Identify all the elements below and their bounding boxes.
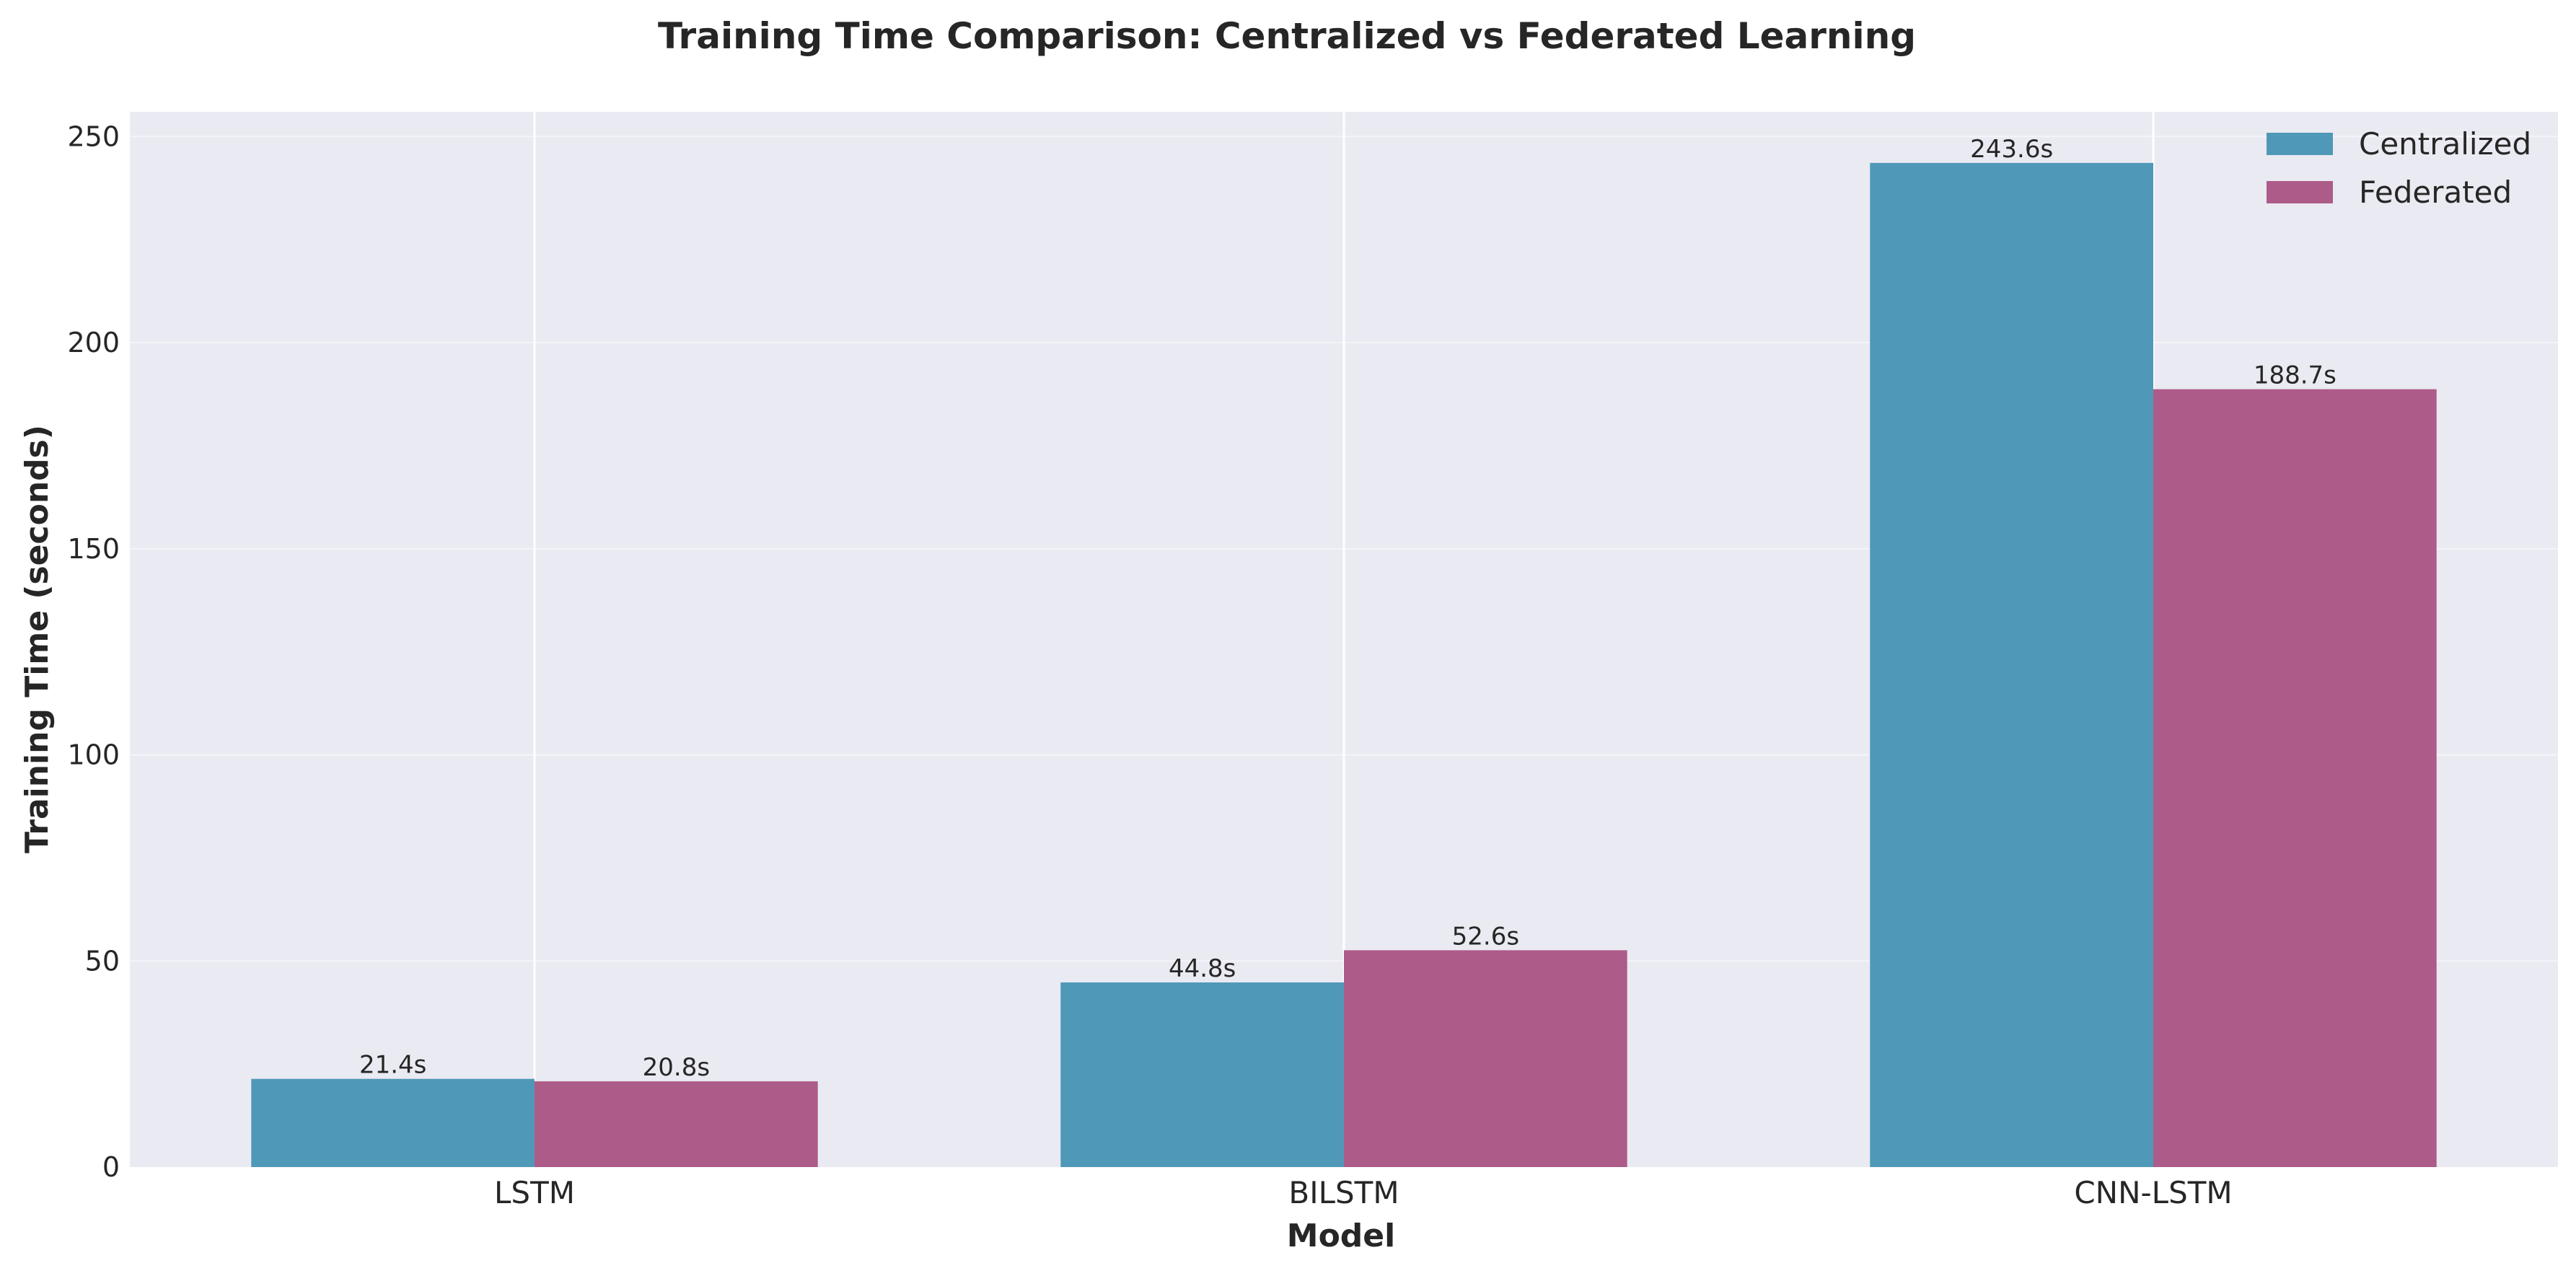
bar-centralized-bilstm bbox=[1060, 982, 1344, 1167]
data-label: 44.8s bbox=[1169, 954, 1236, 983]
y-tick-label: 0 bbox=[102, 1151, 120, 1183]
data-label: 20.8s bbox=[643, 1053, 710, 1082]
y-tick-label: 200 bbox=[67, 327, 120, 358]
legend-label-federated: Federated bbox=[2359, 175, 2512, 210]
bars bbox=[251, 162, 2437, 1168]
chart-title: Training Time Comparison: Centralized vs… bbox=[658, 15, 1916, 57]
y-tick-label: 50 bbox=[85, 945, 120, 977]
data-label: 188.7s bbox=[2254, 361, 2337, 390]
y-tick-label: 150 bbox=[67, 533, 120, 565]
legend-swatch-centralized bbox=[2267, 133, 2333, 155]
bar-centralized-cnn-lstm bbox=[1870, 162, 2153, 1168]
legend-label-centralized: Centralized bbox=[2359, 126, 2531, 162]
x-tick-label: CNN-LSTM bbox=[2074, 1175, 2232, 1210]
y-axis-ticks: 0 50 100 150 200 250 bbox=[67, 120, 120, 1183]
bar-federated-bilstm bbox=[1344, 950, 1627, 1167]
x-tick-label: BILSTM bbox=[1288, 1175, 1399, 1210]
legend: Centralized Federated bbox=[2267, 126, 2531, 210]
y-tick-label: 250 bbox=[67, 120, 120, 152]
data-labels: 21.4s 44.8s 243.6s 20.8s 52.6s 188.7s bbox=[359, 135, 2337, 1082]
data-label: 243.6s bbox=[1970, 135, 2053, 164]
bar-federated-cnn-lstm bbox=[2153, 389, 2437, 1167]
y-axis-label: Training Time (seconds) bbox=[19, 425, 56, 853]
y-tick-label: 100 bbox=[67, 739, 120, 771]
data-label: 52.6s bbox=[1452, 922, 1519, 951]
bar-centralized-lstm bbox=[251, 1078, 535, 1167]
x-axis-ticks: LSTM BILSTM CNN-LSTM bbox=[494, 1175, 2233, 1210]
data-label: 21.4s bbox=[359, 1051, 426, 1080]
x-axis-label: Model bbox=[1287, 1218, 1395, 1254]
legend-swatch-federated bbox=[2267, 181, 2333, 203]
bar-federated-lstm bbox=[535, 1081, 818, 1167]
x-tick-label: LSTM bbox=[494, 1175, 575, 1210]
